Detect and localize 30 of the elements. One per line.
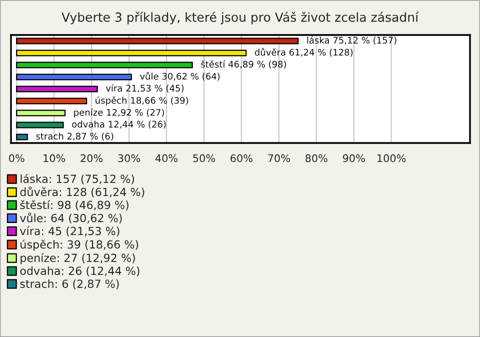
x-tick-label: 100% <box>378 154 406 162</box>
legend-label: peníze: 27 (12,92 %) <box>20 253 135 264</box>
x-tick-label: 0% <box>9 154 24 162</box>
x-tick-label: 40% <box>155 154 178 162</box>
data-label: štěstí 46,89 % (98) <box>201 60 286 69</box>
data-label: důvěra 61,24 % (128) <box>254 48 353 57</box>
legend-label: láska: 157 (75,12 %) <box>20 174 134 184</box>
x-tick-label: 10% <box>44 154 66 162</box>
legend-label: strach: 6 (2,87 %) <box>20 279 119 290</box>
legend-label: odvaha: 26 (12,44 %) <box>20 266 140 276</box>
data-label: láska 75,12 % (157) <box>307 36 396 45</box>
chart-title: Vyberte 3 příklady, které jsou pro Váš život zcela zásadní <box>62 12 419 24</box>
x-tick-label: 70% <box>268 154 290 162</box>
x-tick-label: 50% <box>193 154 215 162</box>
legend-label: štěstí: 98 (46,89 %) <box>20 200 128 210</box>
x-tick-label: 60% <box>230 154 252 162</box>
x-tick-label: 20% <box>80 154 103 162</box>
data-label: vůle 30,62 % (64) <box>140 72 220 81</box>
data-label: strach 2,87 % (6) <box>36 132 114 141</box>
legend-label: vůle: 64 (30,62 %) <box>20 212 122 224</box>
x-tick-label: 90% <box>342 154 365 162</box>
data-label: úspěch 18,66 % (39) <box>96 96 188 106</box>
x-tick-label: 80% <box>306 154 328 162</box>
data-label: odvaha 12,44 % (26) <box>72 120 166 129</box>
data-label: peníze 12,92 % (27) <box>74 108 164 118</box>
data-label: víra 21,53 % (45) <box>106 84 184 93</box>
legend-label: úspěch: 39 (18,66 %) <box>20 240 138 251</box>
legend-label: víra: 45 (21,53 %) <box>20 226 120 237</box>
x-tick-label: 30% <box>118 154 140 162</box>
legend-label: důvěra: 128 (61,24 %) <box>20 186 144 198</box>
